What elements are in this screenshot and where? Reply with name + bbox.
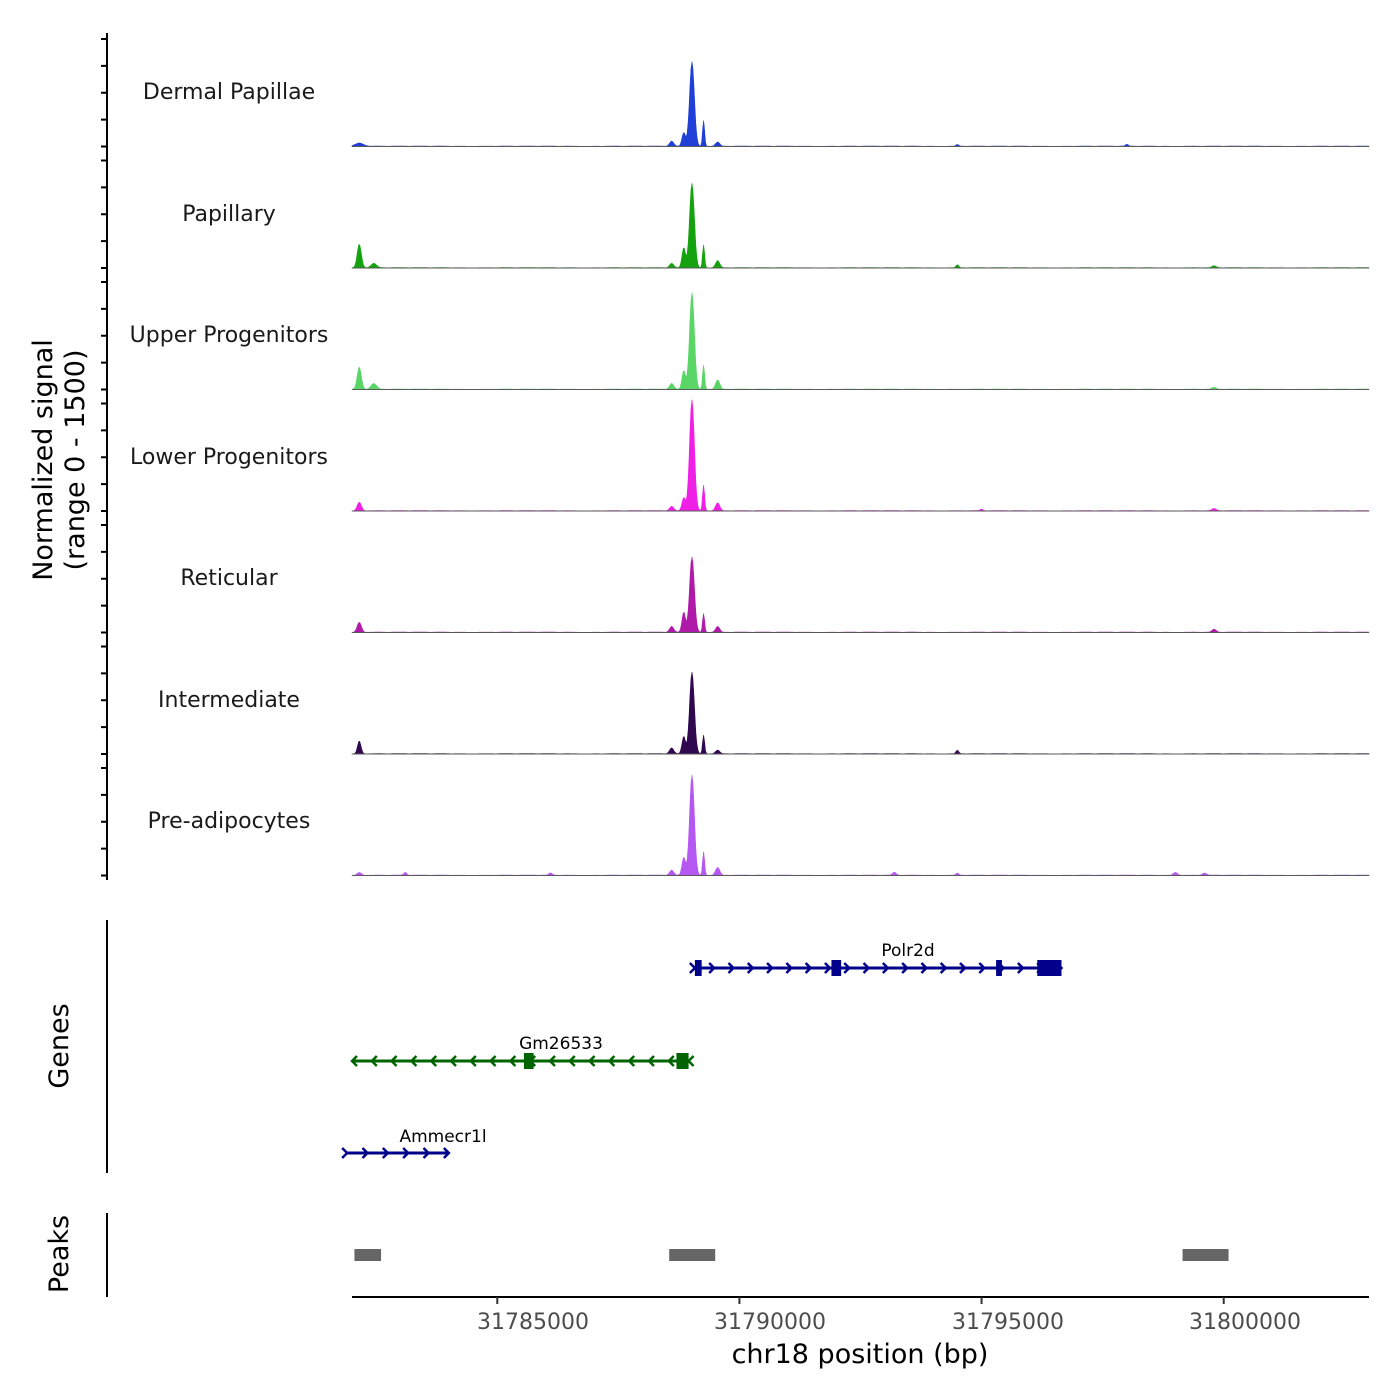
strand-arrow-gm26533-12 bbox=[587, 1055, 596, 1067]
strand-arrow-polr2d-15 bbox=[978, 962, 987, 974]
x-tick-label-31800000: 31800000 bbox=[1189, 1310, 1301, 1335]
y-axis-label-line2: (range 0 - 1500) bbox=[60, 350, 91, 571]
strand-arrow-polr2d-3 bbox=[746, 962, 755, 974]
strand-arrow-ammecr1l-5 bbox=[442, 1147, 451, 1159]
x-tick-label-31790000: 31790000 bbox=[714, 1310, 826, 1335]
peak-regions bbox=[354, 1249, 1229, 1261]
strand-arrow-polr2d-0 bbox=[688, 962, 697, 974]
strand-arrow-gm26533-14 bbox=[627, 1055, 636, 1067]
strand-arrow-polr2d-11 bbox=[901, 962, 909, 974]
gene-annotations bbox=[341, 960, 1064, 1159]
strand-arrow-polr2d-10 bbox=[881, 962, 890, 974]
exon-polr2d-3 bbox=[1037, 960, 1062, 976]
track-intermediate bbox=[351, 671, 1370, 755]
track-label-lower-progenitors: Lower Progenitors bbox=[130, 445, 328, 470]
signal-area-reticular bbox=[351, 556, 1370, 633]
strand-arrow-gm26533-10 bbox=[548, 1055, 556, 1067]
exon-polr2d-1 bbox=[831, 960, 842, 976]
strand-arrow-polr2d-14 bbox=[959, 962, 967, 974]
x-axis-ticks bbox=[496, 1297, 1225, 1304]
strand-arrow-gm26533-3 bbox=[409, 1055, 418, 1067]
gene-polr2d bbox=[688, 960, 1064, 976]
strand-arrow-gm26533-17 bbox=[686, 1055, 695, 1067]
gene-ammecr1l bbox=[341, 1147, 451, 1159]
strand-arrow-gm26533-5 bbox=[449, 1055, 457, 1067]
signal-area-upper-progenitors bbox=[351, 292, 1370, 390]
exon-gm26533-1 bbox=[676, 1053, 689, 1069]
signal-area-papillary bbox=[351, 183, 1370, 269]
track-lower-progenitors bbox=[351, 399, 1370, 512]
signal-area-pre-adipocytes bbox=[351, 774, 1370, 876]
track-label-dermal-papillae: Dermal Papillae bbox=[143, 80, 315, 105]
strand-arrow-polr2d-8 bbox=[843, 962, 852, 974]
gene-gm26533 bbox=[350, 1053, 695, 1069]
strand-arrow-polr2d-4 bbox=[766, 962, 774, 974]
strand-arrow-polr2d-1 bbox=[708, 962, 716, 974]
gene-label-gm26533: Gm26533 bbox=[519, 1034, 603, 1054]
strand-arrow-gm26533-11 bbox=[568, 1055, 576, 1067]
strand-arrow-polr2d-9 bbox=[862, 962, 871, 974]
signal-area-lower-progenitors bbox=[351, 399, 1370, 512]
signal-area-intermediate bbox=[351, 671, 1370, 755]
strand-arrow-ammecr1l-1 bbox=[361, 1147, 370, 1159]
strand-arrow-polr2d-2 bbox=[727, 962, 736, 974]
strand-arrow-ammecr1l-0 bbox=[341, 1147, 349, 1159]
strand-arrow-gm26533-1 bbox=[370, 1055, 378, 1067]
track-dermal-papillae bbox=[351, 61, 1370, 147]
strand-arrow-polr2d-6 bbox=[804, 962, 813, 974]
strand-arrow-gm26533-6 bbox=[469, 1055, 477, 1067]
track-upper-progenitors bbox=[351, 292, 1370, 390]
strand-arrow-gm26533-0 bbox=[350, 1055, 358, 1067]
x-tick-label-31785000: 31785000 bbox=[477, 1310, 589, 1335]
strand-arrow-gm26533-13 bbox=[607, 1055, 616, 1067]
y-axis-label-line1: Normalized signal bbox=[28, 339, 59, 581]
track-label-upper-progenitors: Upper Progenitors bbox=[130, 323, 329, 348]
genes-panel-label: Genes bbox=[44, 1003, 75, 1088]
strand-arrow-polr2d-12 bbox=[920, 962, 929, 974]
y-axis-label: Normalized signal (range 0 - 1500) bbox=[28, 339, 91, 581]
peaks-panel-label: Peaks bbox=[44, 1215, 75, 1293]
gene-label-ammecr1l: Ammecr1l bbox=[399, 1127, 486, 1147]
strand-arrow-polr2d-5 bbox=[785, 962, 794, 974]
track-label-papillary: Papillary bbox=[182, 202, 276, 227]
strand-arrow-gm26533-7 bbox=[488, 1055, 497, 1067]
y-axis-ticks bbox=[101, 38, 107, 877]
track-pre-adipocytes bbox=[351, 774, 1370, 876]
signal-area-dermal-papillae bbox=[351, 61, 1370, 147]
exon-gm26533-0 bbox=[523, 1053, 534, 1069]
strand-arrow-polr2d-7 bbox=[824, 962, 832, 974]
x-tick-label-31795000: 31795000 bbox=[952, 1310, 1064, 1335]
peak-region-1 bbox=[669, 1249, 716, 1261]
strand-arrow-polr2d-17 bbox=[1017, 962, 1025, 974]
track-label-pre-adipocytes: Pre-adipocytes bbox=[148, 809, 311, 834]
peak-region-2 bbox=[1182, 1249, 1229, 1261]
strand-arrow-gm26533-2 bbox=[389, 1055, 398, 1067]
strand-arrow-gm26533-16 bbox=[667, 1055, 675, 1067]
track-label-reticular: Reticular bbox=[180, 566, 278, 591]
track-papillary bbox=[351, 183, 1370, 269]
exon-polr2d-0 bbox=[694, 960, 702, 976]
gene-label-polr2d: Polr2d bbox=[881, 941, 934, 961]
coverage-tracks bbox=[351, 61, 1370, 876]
exon-polr2d-2 bbox=[996, 960, 1002, 976]
strand-arrow-gm26533-8 bbox=[508, 1055, 517, 1067]
x-axis-label: chr18 position (bp) bbox=[732, 1339, 989, 1370]
track-label-intermediate: Intermediate bbox=[158, 688, 300, 713]
strand-arrow-polr2d-13 bbox=[939, 962, 948, 974]
strand-arrow-gm26533-15 bbox=[647, 1055, 655, 1067]
strand-arrow-ammecr1l-2 bbox=[381, 1147, 390, 1159]
strand-arrow-ammecr1l-4 bbox=[422, 1147, 431, 1159]
peak-region-0 bbox=[354, 1249, 382, 1261]
track-reticular bbox=[351, 556, 1370, 633]
strand-arrow-ammecr1l-3 bbox=[402, 1147, 410, 1159]
strand-arrow-gm26533-4 bbox=[429, 1055, 438, 1067]
